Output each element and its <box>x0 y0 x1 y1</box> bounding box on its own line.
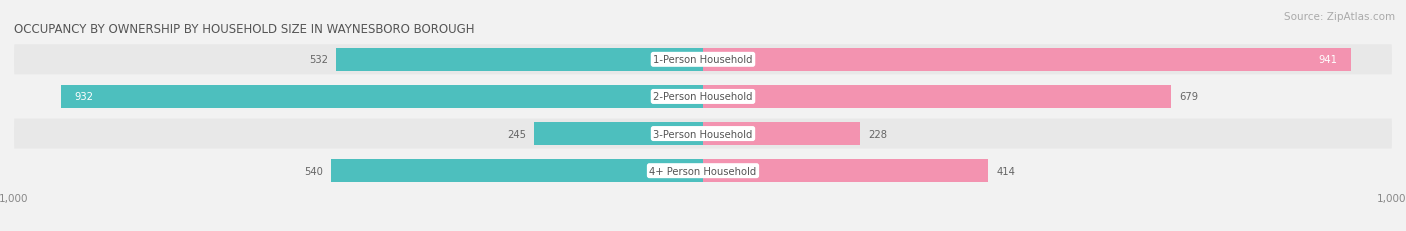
FancyBboxPatch shape <box>14 156 1392 186</box>
Text: 532: 532 <box>309 55 328 65</box>
Text: 4+ Person Household: 4+ Person Household <box>650 166 756 176</box>
Bar <box>336 49 703 72</box>
Text: 2-Person Household: 2-Person Household <box>654 92 752 102</box>
Bar <box>330 159 703 182</box>
Bar <box>703 85 1171 109</box>
Text: 932: 932 <box>75 92 94 102</box>
FancyBboxPatch shape <box>14 45 1392 75</box>
Text: 3-Person Household: 3-Person Household <box>654 129 752 139</box>
FancyBboxPatch shape <box>14 119 1392 149</box>
Bar <box>703 122 860 146</box>
Text: 245: 245 <box>508 129 526 139</box>
Text: 679: 679 <box>1180 92 1198 102</box>
Text: 414: 414 <box>997 166 1015 176</box>
Text: 1-Person Household: 1-Person Household <box>654 55 752 65</box>
Text: 941: 941 <box>1319 55 1337 65</box>
Text: 540: 540 <box>304 166 323 176</box>
Text: 228: 228 <box>869 129 887 139</box>
Bar <box>60 85 703 109</box>
Bar <box>703 159 988 182</box>
Text: Source: ZipAtlas.com: Source: ZipAtlas.com <box>1284 12 1395 21</box>
Bar <box>534 122 703 146</box>
FancyBboxPatch shape <box>14 82 1392 112</box>
Text: OCCUPANCY BY OWNERSHIP BY HOUSEHOLD SIZE IN WAYNESBORO BOROUGH: OCCUPANCY BY OWNERSHIP BY HOUSEHOLD SIZE… <box>14 23 475 36</box>
Bar <box>703 49 1351 72</box>
